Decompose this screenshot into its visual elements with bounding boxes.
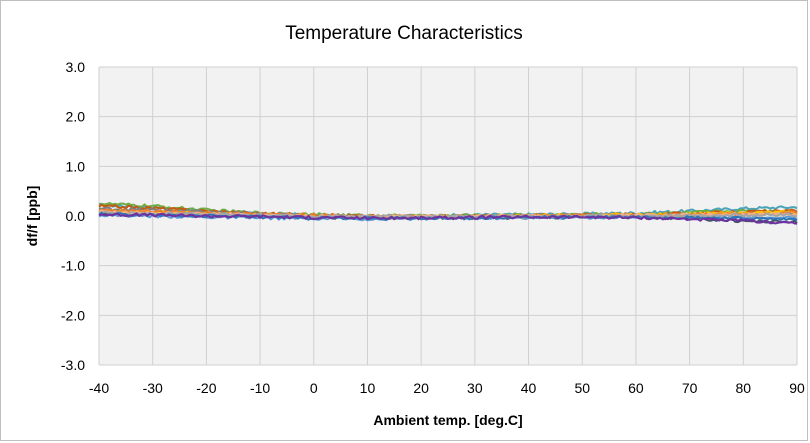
series-line-12 <box>98 212 798 225</box>
x-tick-label: 80 <box>736 380 752 396</box>
y-tick-labels: 3.0 2.0 1.0 0.0 -1.0 -2.0 -3.0 <box>61 59 85 373</box>
y-tick-label: 0.0 <box>66 208 86 224</box>
x-tick-label: 20 <box>413 380 429 396</box>
x-tick-label: -40 <box>89 380 109 396</box>
y-tick-label: -2.0 <box>61 307 85 323</box>
x-tick-label: 70 <box>682 380 698 396</box>
x-tick-label: 90 <box>789 380 805 396</box>
y-tick-label: -1.0 <box>61 258 85 274</box>
series-line-10 <box>98 210 798 219</box>
x-tick-labels: -40 -30 -20 -10 0 10 20 30 40 50 60 70 80 90 <box>89 380 805 396</box>
x-tick-label: 50 <box>574 380 590 396</box>
data-series <box>98 202 798 225</box>
x-axis-title: Ambient temp. [deg.C] <box>373 412 522 428</box>
x-tick-label: 0 <box>310 380 318 396</box>
x-tick-label: -30 <box>143 380 163 396</box>
y-axis-title: df/f [ppb] <box>24 186 40 247</box>
x-tick-label: -10 <box>250 380 270 396</box>
x-tick-label: 60 <box>628 380 644 396</box>
y-tick-label: 2.0 <box>66 109 86 125</box>
x-tick-label: 30 <box>467 380 483 396</box>
x-tick-label: -20 <box>196 380 216 396</box>
y-tick-label: -3.0 <box>61 357 85 373</box>
x-tick-label: 10 <box>360 380 376 396</box>
y-tick-label: 1.0 <box>66 158 86 174</box>
y-tick-label: 3.0 <box>66 59 86 75</box>
x-tick-label: 40 <box>521 380 537 396</box>
chart-title: Temperature Characteristics <box>285 23 523 44</box>
